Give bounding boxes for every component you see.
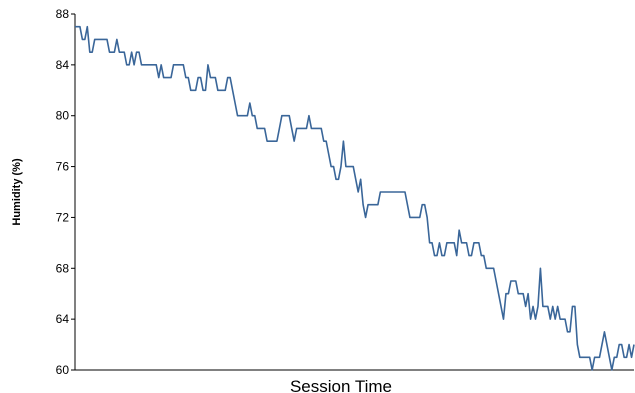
y-tick-label-64: 64: [56, 312, 70, 326]
y-tick-label-60: 60: [56, 363, 70, 377]
x-axis-title: Session Time: [290, 377, 392, 393]
y-tick-label-76: 76: [56, 160, 70, 174]
y-tick-label-80: 80: [56, 109, 70, 123]
y-axis-title: Humidity (%): [11, 158, 23, 226]
y-tick-label-68: 68: [56, 261, 70, 275]
humidity-series-line: [75, 25, 635, 371]
y-tick-label-84: 84: [56, 58, 70, 72]
y-tick-label-88: 88: [56, 7, 70, 21]
y-axis-tick-labels: 60 64 68 72 76 80 84 88: [56, 7, 70, 377]
y-axis-ticks: [71, 13, 75, 371]
y-tick-label-72: 72: [56, 210, 70, 224]
